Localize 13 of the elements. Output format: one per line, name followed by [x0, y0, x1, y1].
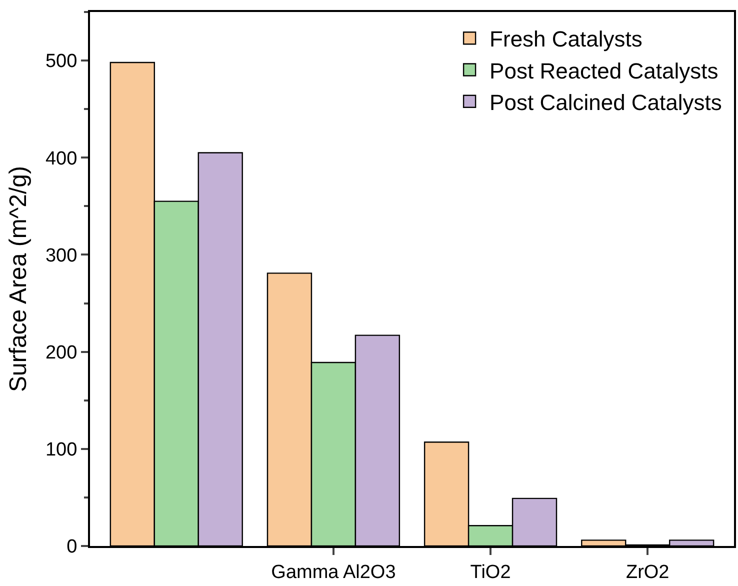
y-tick-label: 300: [45, 245, 78, 266]
legend-label: Post Calcined Catalysts: [490, 90, 722, 115]
y-axis-title: Surface Area (m^2/g): [5, 166, 32, 392]
legend-label: Post Reacted Catalysts: [490, 58, 718, 84]
legend-label: Fresh Catalysts: [490, 26, 642, 52]
x-tick-label: Gamma Al2O3: [271, 562, 396, 583]
x-tick-label: TiO2: [470, 562, 511, 583]
x-tick-label: ZrO2: [626, 562, 670, 583]
y-tick-label: 500: [45, 51, 78, 72]
y-tick-label: 200: [45, 342, 78, 364]
y-tick-label: 100: [45, 440, 78, 461]
y-tick-label: 400: [45, 148, 78, 170]
y-tick-label: 0: [66, 536, 78, 558]
